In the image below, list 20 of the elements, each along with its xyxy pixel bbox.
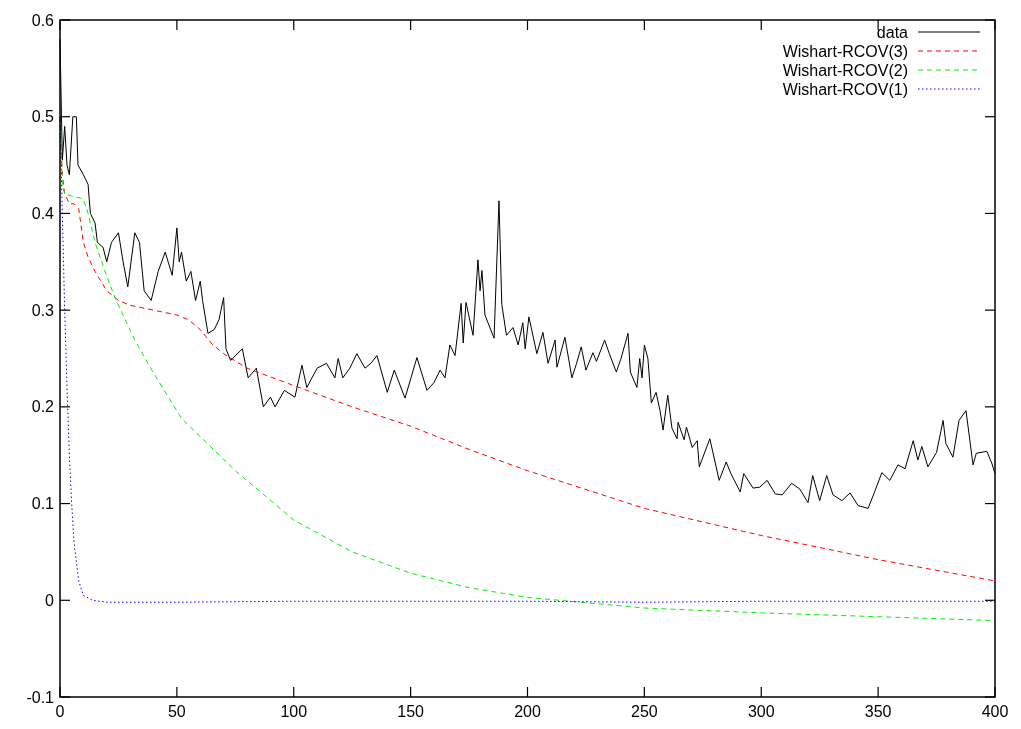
- x-tick-label: 50: [167, 703, 186, 720]
- x-tick-label: 400: [981, 703, 1009, 720]
- y-tick-label: 0.6: [31, 11, 55, 29]
- y-tick-label: 0: [45, 591, 55, 609]
- y-tick-label: 0.2: [31, 398, 55, 416]
- x-tick-label: 150: [397, 703, 425, 720]
- y-tick-label: 0.4: [31, 205, 55, 223]
- legend-label: data: [876, 23, 909, 41]
- x-tick-label: 350: [864, 703, 892, 720]
- y-tick-label: 0.3: [31, 301, 55, 319]
- x-tick-label: 250: [631, 703, 658, 720]
- y-tick-label: 0.1: [31, 495, 55, 513]
- x-tick-label: 300: [747, 703, 775, 720]
- legend-label: Wishart-RCOV(1): [782, 80, 908, 98]
- legend-label: Wishart-RCOV(2): [782, 61, 908, 79]
- x-tick-label: 200: [514, 703, 541, 720]
- legend-label: Wishart-RCOV(3): [782, 42, 908, 60]
- y-tick-label: -0.1: [26, 688, 55, 706]
- x-tick-label: 100: [280, 703, 308, 720]
- y-tick-label: 0.5: [31, 108, 55, 126]
